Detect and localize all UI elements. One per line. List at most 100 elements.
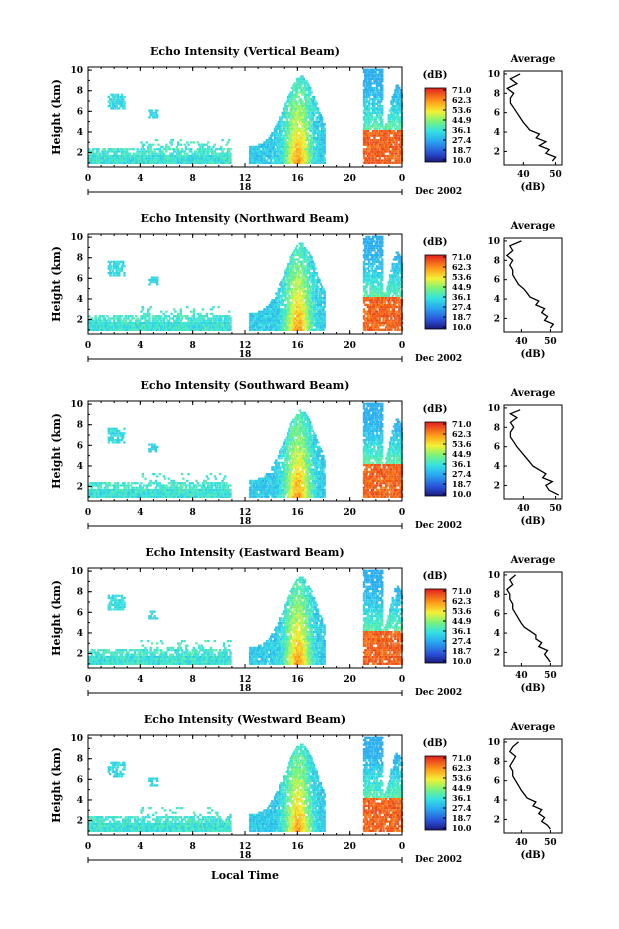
average-title: Average (510, 221, 556, 232)
colorbar (424, 421, 447, 497)
x-tick-label: 20 (343, 174, 356, 184)
avg-y-tick-label: 10 (487, 404, 500, 414)
avg-y-tick-label: 4 (494, 295, 500, 305)
avg-y-tick-label: 8 (494, 423, 500, 433)
avg-x-tick-label: 50 (544, 337, 557, 347)
avg-y-tick-label: 2 (494, 648, 500, 658)
colorbar-tick-label: 27.4 (452, 135, 472, 145)
y-tick-label: 2 (77, 483, 83, 493)
average-xlabel: (dB) (521, 182, 546, 193)
heatmap-field (88, 736, 404, 832)
panel-title: Echo Intensity (Southward Beam) (141, 379, 350, 392)
avg-y-tick-label: 8 (494, 757, 500, 767)
y-tick-label: 10 (70, 734, 83, 744)
y-tick-label: 8 (77, 254, 83, 264)
x-tick-label: 0 (399, 508, 405, 518)
month-label: Dec 2002 (415, 187, 462, 197)
colorbar-unit: (dB) (423, 237, 448, 248)
plot-frame (87, 233, 403, 335)
colorbar-tick-label: 18.7 (452, 479, 471, 489)
colorbar-tick-label: 53.6 (452, 439, 472, 449)
colorbar-tick-label: 53.6 (452, 773, 472, 783)
colorbar-tick-label: 62.3 (452, 596, 472, 606)
avg-x-tick-label: 50 (544, 671, 557, 681)
x-tick-label: 16 (291, 675, 304, 685)
avg-y-tick-label: 2 (494, 815, 500, 825)
x-tick-label: 0 (85, 174, 91, 184)
colorbar-unit: (dB) (423, 70, 448, 81)
avg-y-tick-label: 2 (494, 147, 500, 157)
colorbar-tick-label: 27.4 (452, 302, 472, 312)
x-tick-label: 4 (137, 675, 143, 685)
avg-y-tick-label: 6 (494, 276, 500, 286)
colorbar-tick-label: 36.1 (452, 793, 471, 803)
x-tick-label: 0 (85, 508, 91, 518)
y-tick-label: 10 (70, 567, 83, 577)
avg-y-tick-label: 10 (487, 571, 500, 581)
avg-y-tick-label: 4 (494, 629, 500, 639)
panel-1: Echo Intensity (Northward Beam) 2 4 6 8 10 Hei… (50, 212, 563, 364)
avg-y-tick-label: 4 (494, 796, 500, 806)
avg-x-tick-label: 40 (517, 170, 530, 180)
colorbar-tick-label: 10.0 (452, 155, 472, 165)
average-frame (503, 404, 563, 500)
avg-y-tick-label: 6 (494, 777, 500, 787)
y-axis-label: Height (km) (50, 246, 63, 322)
date-marker: 18 (239, 350, 252, 360)
colorbar-tick-label: 71.0 (452, 586, 472, 596)
avg-y-tick-label: 2 (494, 481, 500, 491)
x-tick-label: 16 (291, 508, 304, 518)
x-tick-label: 8 (190, 675, 196, 685)
avg-y-tick-label: 4 (494, 128, 500, 138)
panel-2: Echo Intensity (Southward Beam) 2 4 6 8 10 Hei… (50, 379, 563, 531)
colorbar-tick-label: 53.6 (452, 105, 472, 115)
x-tick-label: 12 (239, 341, 252, 351)
heatmap-field (88, 402, 404, 498)
heatmap-field (88, 569, 404, 665)
average-xlabel: (dB) (521, 516, 546, 527)
x-tick-label: 12 (239, 842, 252, 852)
x-tick-label: 4 (137, 341, 143, 351)
x-tick-label: 0 (85, 675, 91, 685)
x-tick-label: 0 (399, 174, 405, 184)
average-profile-line (508, 409, 560, 496)
avg-x-tick-label: 40 (517, 504, 530, 514)
y-tick-label: 2 (77, 650, 83, 660)
heatmap-field (88, 235, 404, 331)
colorbar-tick-label: 44.9 (452, 616, 472, 626)
average-frame (503, 237, 563, 333)
x-tick-label: 0 (85, 341, 91, 351)
x-tick-label: 0 (399, 842, 405, 852)
y-tick-label: 6 (77, 775, 83, 785)
date-marker: 18 (239, 684, 252, 694)
colorbar-tick-label: 27.4 (452, 636, 472, 646)
x-tick-label: 0 (399, 675, 405, 685)
colorbar-tick-label: 27.4 (452, 803, 472, 813)
colorbar (424, 755, 447, 831)
avg-y-tick-label: 8 (494, 89, 500, 99)
average-title: Average (510, 555, 556, 566)
average-profile-line (508, 741, 551, 830)
y-tick-label: 6 (77, 107, 83, 117)
x-axis-label: Local Time (211, 869, 279, 882)
y-tick-label: 6 (77, 608, 83, 618)
average-title: Average (510, 722, 556, 733)
colorbar (424, 87, 447, 163)
avg-x-tick-label: 40 (515, 671, 528, 681)
plot-frame (87, 400, 403, 502)
colorbar-tick-label: 44.9 (452, 282, 472, 292)
x-tick-label: 4 (137, 842, 143, 852)
colorbar-tick-label: 44.9 (452, 115, 472, 125)
x-tick-label: 20 (343, 675, 356, 685)
y-tick-label: 10 (70, 233, 83, 243)
colorbar-tick-label: 36.1 (452, 125, 471, 135)
colorbar-tick-label: 71.0 (452, 419, 472, 429)
colorbar-tick-label: 18.7 (452, 145, 471, 155)
month-label: Dec 2002 (415, 521, 462, 531)
avg-y-tick-label: 6 (494, 109, 500, 119)
date-marker: 18 (239, 517, 252, 527)
colorbar-tick-label: 62.3 (452, 262, 472, 272)
y-tick-label: 2 (77, 316, 83, 326)
avg-y-tick-label: 8 (494, 590, 500, 600)
avg-x-tick-label: 50 (549, 504, 562, 514)
